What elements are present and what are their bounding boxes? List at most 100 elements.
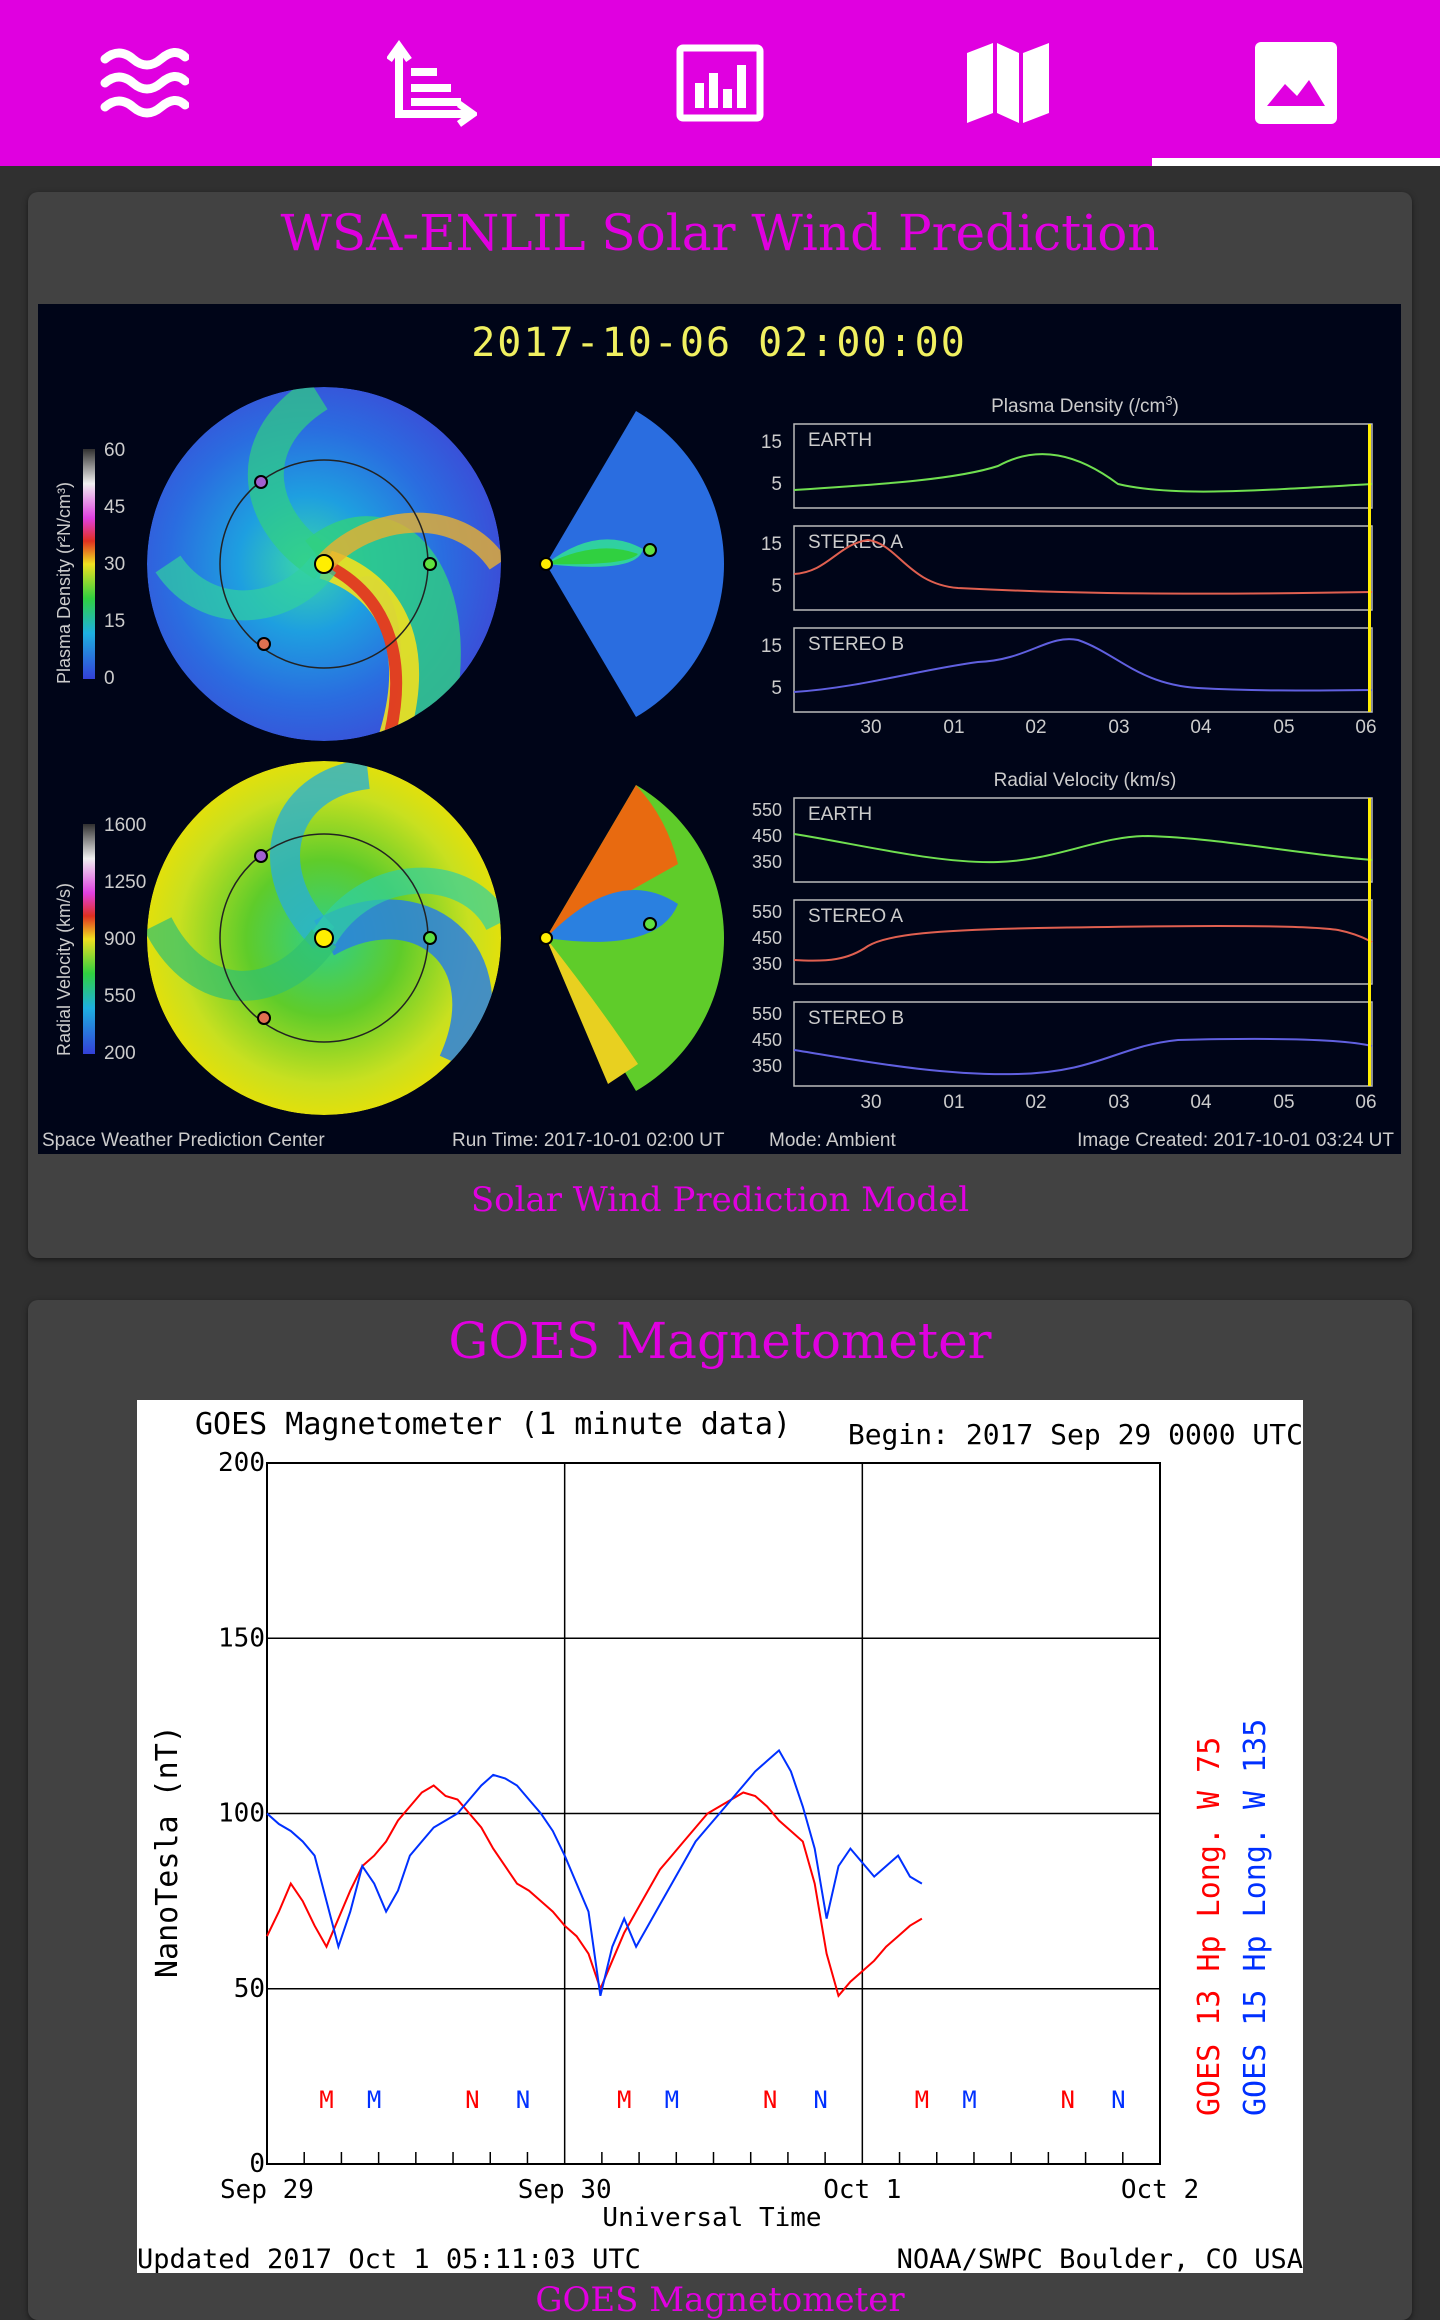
marker-label: N [465,2086,479,2114]
goes-magnetometer-image[interactable]: GOES Magnetometer (1 minute data) Begin:… [137,1400,1303,2275]
svg-text:5: 5 [771,474,782,495]
svg-text:200: 200 [104,1043,136,1064]
goes-footer-left: Updated 2017 Oct 1 05:11:03 UTC [137,2244,641,2273]
x-tick-label: Sep 29 [220,2175,314,2205]
svg-text:45: 45 [104,497,125,518]
svg-text:1600: 1600 [104,815,146,836]
marker-label: M [915,2086,929,2114]
svg-text:450: 450 [752,928,782,948]
marker-label: M [319,2086,333,2114]
top-tab-bar [0,0,1440,166]
x-tick-label: Oct 1 [823,2175,901,2205]
series-line [266,1748,923,1997]
density-colorbar-label: Plasma Density (r²N/cm³) [54,482,74,684]
density-title: Plasma Density (/cm3) [991,393,1179,417]
density-panels [793,423,1373,713]
svg-text:450: 450 [752,1030,782,1050]
svg-text:350: 350 [752,852,782,872]
svg-text:550: 550 [752,800,782,820]
velocity-panel-stereo-b: STEREO B [808,1008,904,1029]
svg-text:550: 550 [752,1004,782,1024]
goes-plot-area: 0 50 100 150 200 Sep 29 Sep 30 Oct 1 Oct 2 M M N N M M… [218,1448,1199,2205]
marker-label: M [962,2086,976,2114]
svg-text:04: 04 [1190,1092,1212,1113]
svg-text:30: 30 [860,717,881,738]
velocity-panels [793,797,1373,1087]
density-colorbar-ticks: 60 45 30 15 0 [104,440,125,689]
tab-image[interactable] [1152,0,1440,166]
goes-card-title: GOES Magnetometer [448,1312,992,1370]
svg-text:04: 04 [1190,717,1212,738]
marker-label: N [1111,2086,1125,2114]
y-tick-label: 150 [218,1623,265,1653]
axes-chart-icon [387,39,477,127]
tab-waves[interactable] [0,0,288,166]
goes-legend-red: GOES 13 Hp Long. W 75 [1192,1737,1227,2116]
bar-chart-icon [676,44,764,122]
svg-text:900: 900 [104,929,136,950]
svg-text:15: 15 [761,636,782,657]
tab-map[interactable] [864,0,1152,166]
enlil-footer-runtime: Run Time: 2017-10-01 02:00 UT [452,1130,725,1151]
marker-label: M [367,2086,381,2114]
marker-label: N [763,2086,777,2114]
enlil-footer-mode: Mode: Ambient [769,1130,896,1151]
enlil-graphic: 2017-10-06 02:00:00 Plasma Density (r²N/… [42,320,1394,1151]
velocity-panel-stereo-a: STEREO A [808,906,903,927]
density-panel-stereo-b: STEREO B [808,634,904,655]
svg-text:15: 15 [104,611,125,632]
goes-header-right: Begin: 2017 Sep 29 0000 UTC [848,1418,1303,1451]
svg-text:30: 30 [104,554,125,575]
svg-text:550: 550 [104,986,136,1007]
velocity-x-ticks: 30 01 02 03 04 05 06 [860,1092,1376,1113]
svg-text:01: 01 [943,1092,964,1113]
svg-text:03: 03 [1108,1092,1129,1113]
tab-axes-chart[interactable] [288,0,576,166]
x-tick-label: Oct 2 [1121,2175,1199,2205]
marker-label: N [1060,2086,1074,2114]
velocity-panel-earth: EARTH [808,804,872,825]
y-tick-label: 0 [249,2149,265,2179]
velocity-title: Radial Velocity (km/s) [994,770,1177,791]
svg-text:1250: 1250 [104,872,146,893]
svg-text:02: 02 [1025,1092,1046,1113]
enlil-prediction-image[interactable]: 2017-10-06 02:00:00 Plasma Density (r²N/… [38,304,1401,1154]
velocity-colorbar-ticks: 1600 1250 900 550 200 [104,815,146,1064]
marker-label: M [617,2086,631,2114]
y-tick-label: 50 [234,1974,265,2004]
svg-text:550: 550 [752,902,782,922]
density-panel-earth: EARTH [808,430,872,451]
series-line [266,1784,923,1998]
goes-header-left: GOES Magnetometer (1 minute data) [195,1407,791,1442]
enlil-card-title: WSA-ENLIL Solar Wind Prediction [280,204,1160,262]
svg-text:01: 01 [943,717,964,738]
y-tick-label: 100 [218,1799,265,1829]
enlil-card-caption[interactable]: Solar Wind Prediction Model [470,1180,970,1220]
svg-text:15: 15 [761,534,782,555]
svg-text:0: 0 [104,668,115,689]
svg-text:5: 5 [771,576,782,597]
svg-text:60: 60 [104,440,125,461]
svg-text:350: 350 [752,954,782,974]
enlil-footer-source: Space Weather Prediction Center [42,1130,325,1151]
svg-text:5: 5 [771,678,782,699]
svg-text:03: 03 [1108,717,1129,738]
density-wedge [546,411,725,717]
enlil-footer-created: Image Created: 2017-10-01 03:24 UT [1077,1130,1394,1151]
goes-xlabel: Universal Time [602,2203,821,2233]
svg-text:06: 06 [1355,717,1376,738]
marker-label: M [665,2086,679,2114]
goes-ylabel: NanoTesla (nT) [150,1725,185,1978]
goes-footer-right: NOAA/SWPC Boulder, CO USA [897,2244,1303,2273]
svg-text:15: 15 [761,432,782,453]
svg-text:06: 06 [1355,1092,1376,1113]
marker-label: N [813,2086,827,2114]
density-x-ticks: 30 01 02 03 04 05 06 [860,717,1376,738]
waves-icon [100,48,189,118]
goes-chart: GOES Magnetometer (1 minute data) Begin:… [137,1407,1303,2275]
svg-text:05: 05 [1273,1092,1294,1113]
map-icon [967,43,1049,123]
tab-bar-chart[interactable] [576,0,864,166]
goes-card-caption[interactable]: GOES Magnetometer [535,2280,905,2320]
svg-text:350: 350 [752,1056,782,1076]
